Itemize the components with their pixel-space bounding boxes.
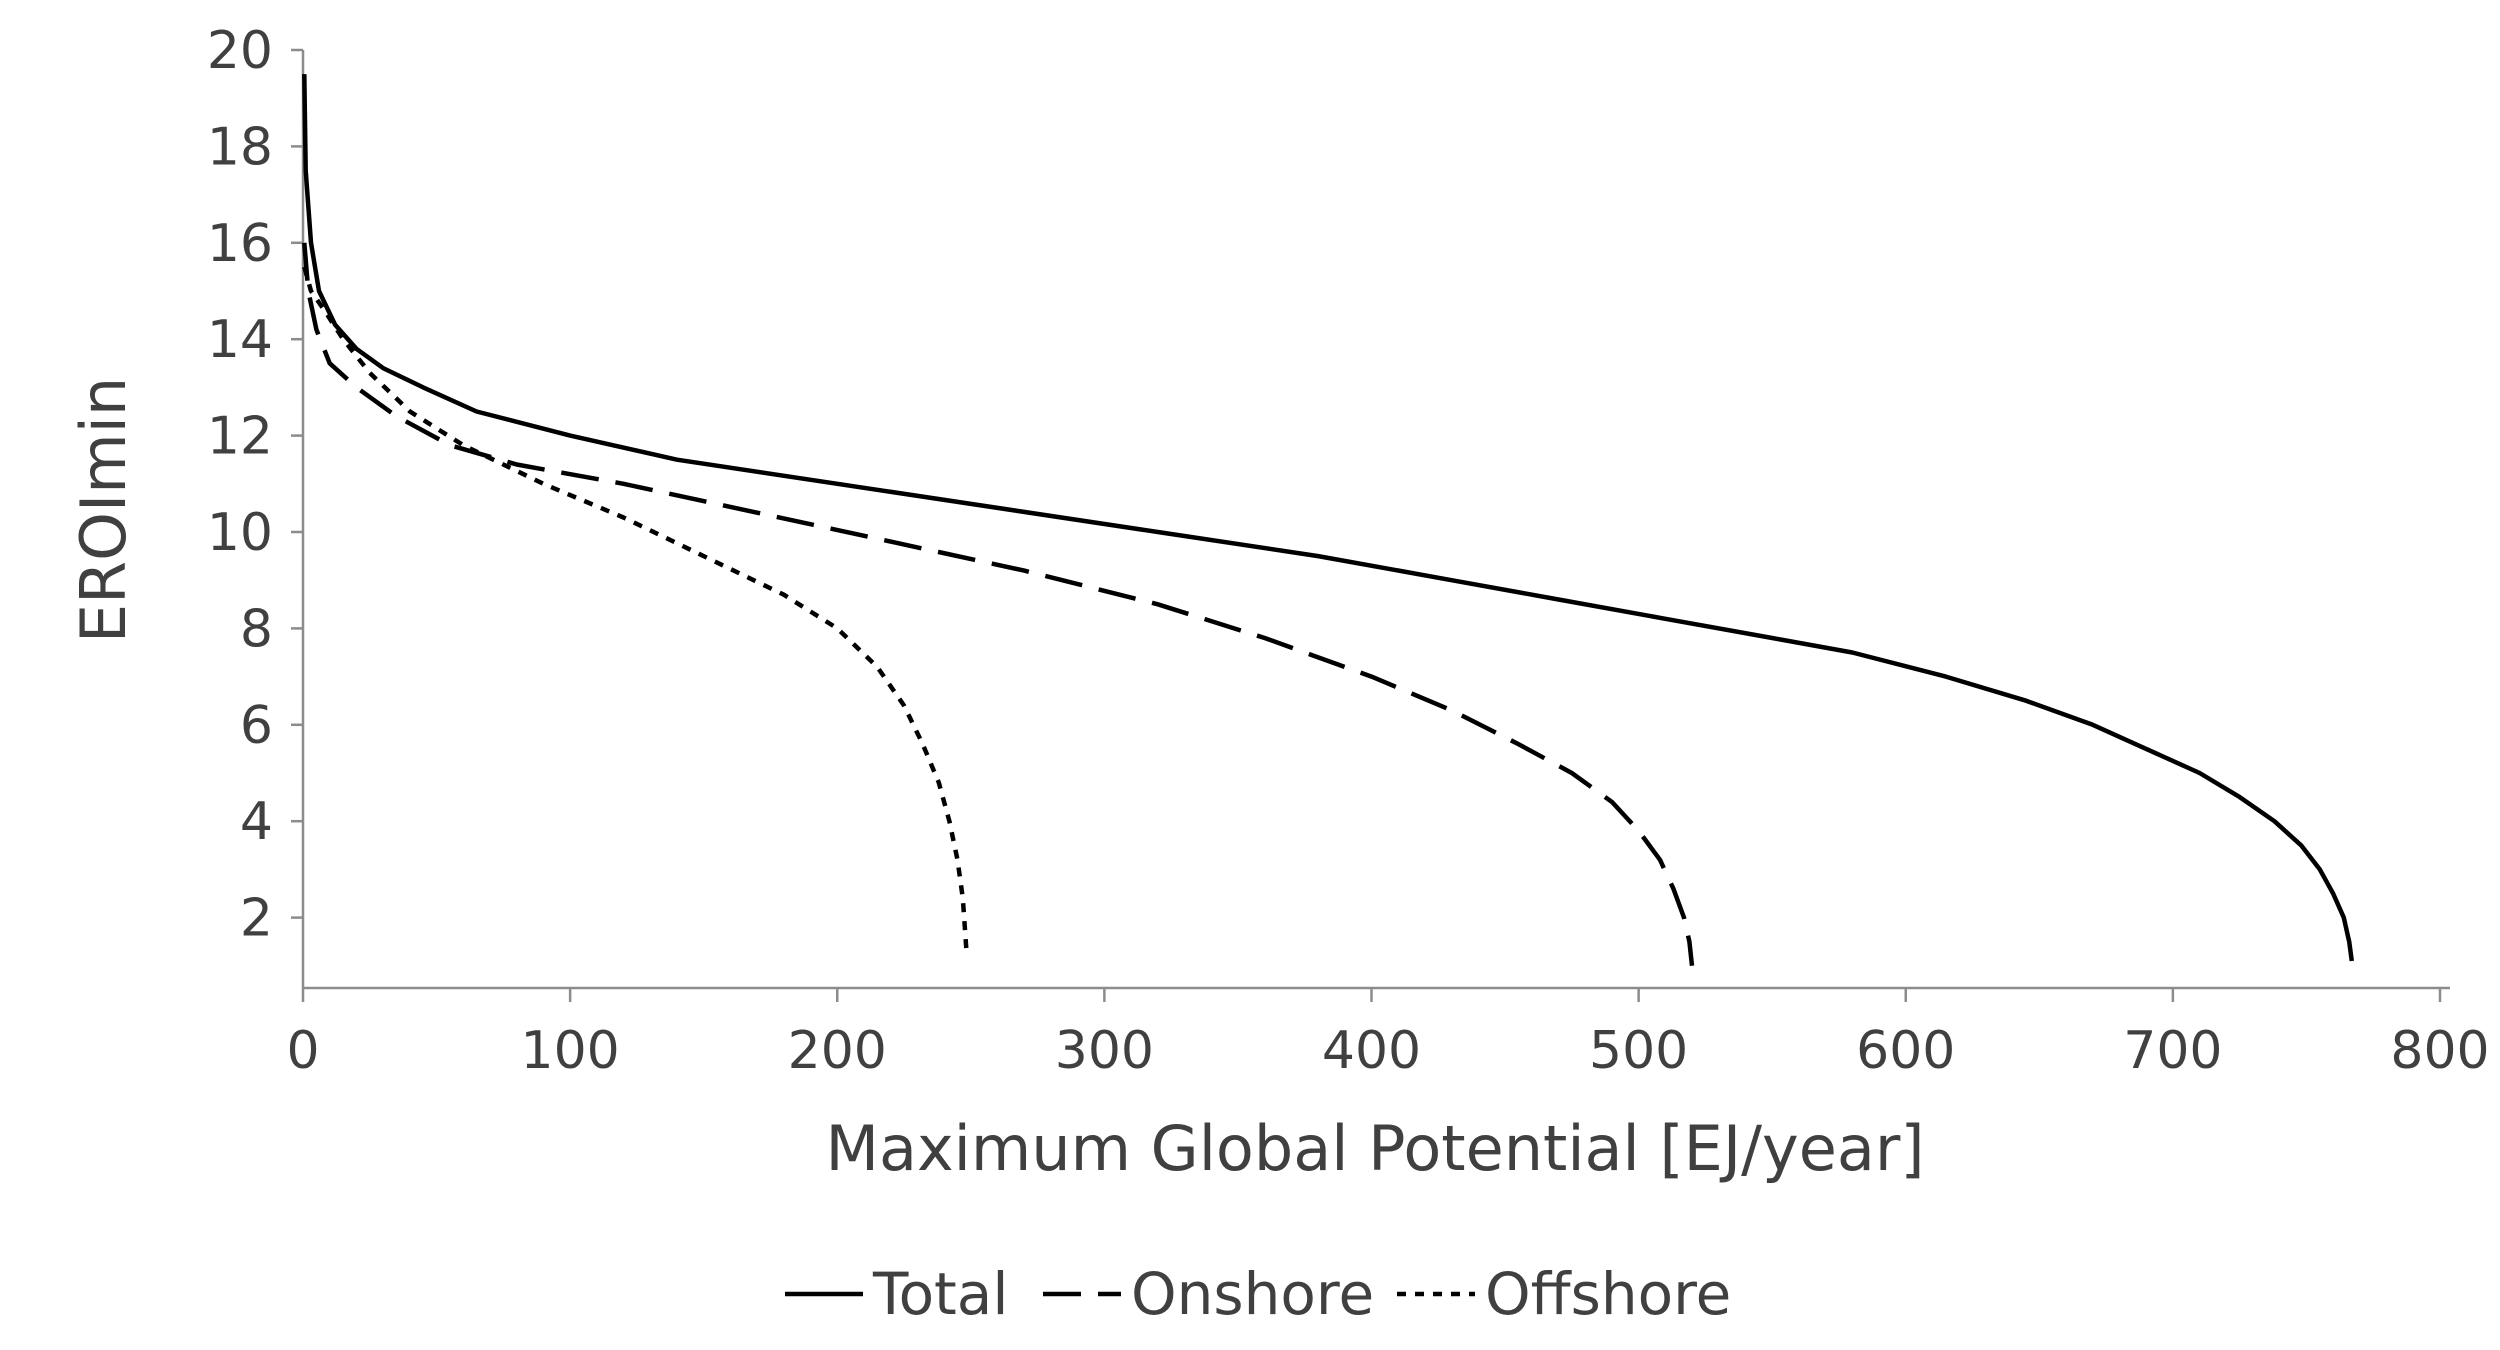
x-tick-label: 200	[788, 1021, 887, 1081]
y-tick-label: 14	[207, 310, 273, 370]
legend: Total Onshore Offshore	[785, 1260, 1731, 1328]
legend-label-offshore: Offshore	[1485, 1260, 1731, 1328]
x-tick-label: 800	[2390, 1021, 2489, 1081]
legend-label-onshore: Onshore	[1131, 1260, 1374, 1328]
series-line-onshore	[302, 242, 1695, 967]
series-layer	[302, 74, 2355, 967]
y-tick-label: 2	[240, 889, 273, 949]
legend-label-total: Total	[872, 1260, 1008, 1328]
series-line-offshore	[302, 266, 970, 957]
x-tick-label: 100	[520, 1021, 619, 1081]
y-tick-label: 20	[207, 21, 273, 81]
x-tick-label: 500	[1589, 1021, 1688, 1081]
y-tick-label: 18	[207, 117, 273, 177]
x-ticks: 0 100 200 300 400 500 600 700 800	[286, 988, 2490, 1081]
x-tick-label: 700	[2123, 1021, 2222, 1081]
x-tick-label: 300	[1055, 1021, 1154, 1081]
axes	[301, 50, 2450, 990]
y-tick-label: 16	[207, 214, 273, 274]
y-ticks: 2 4 6 8 10 12 14 16 18 20	[207, 21, 303, 949]
y-tick-label: 10	[207, 503, 273, 563]
y-tick-label: 12	[207, 407, 273, 467]
y-tick-label: 4	[240, 792, 273, 852]
x-tick-label: 400	[1322, 1021, 1421, 1081]
y-tick-label: 8	[240, 599, 273, 659]
y-axis-title: EROImin	[67, 377, 140, 643]
y-tick-label: 6	[240, 696, 273, 756]
x-axis-title: Maximum Global Potential [EJ/year]	[825, 1112, 1924, 1185]
x-tick-label: 0	[286, 1021, 319, 1081]
x-tick-label: 600	[1856, 1021, 1955, 1081]
series-line-total	[302, 74, 2355, 962]
